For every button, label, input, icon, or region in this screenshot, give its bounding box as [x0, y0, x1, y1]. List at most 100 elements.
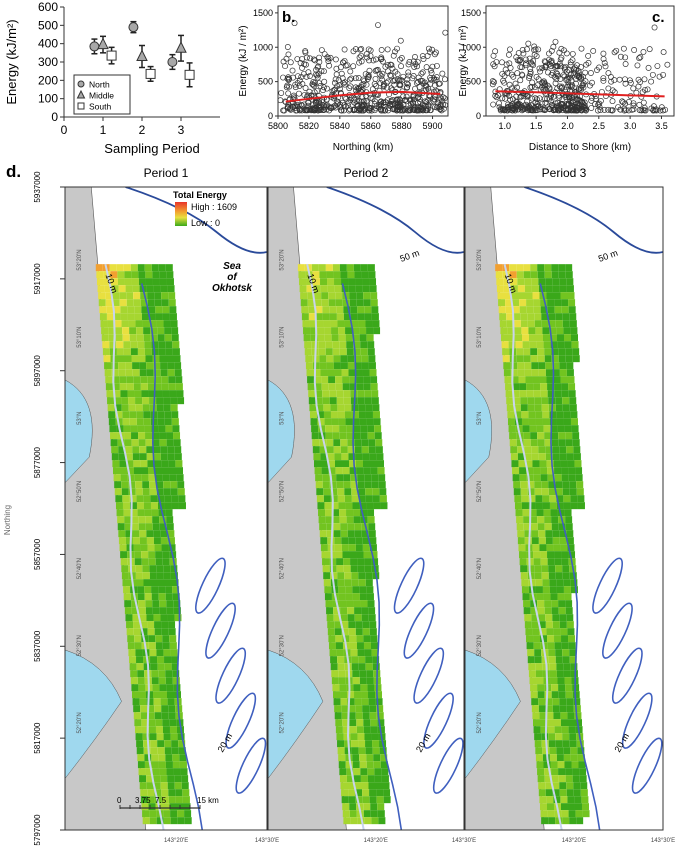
energy-cell — [554, 551, 562, 559]
energy-cell — [127, 306, 135, 314]
energy-cell — [134, 313, 142, 321]
energy-cell — [145, 607, 153, 615]
energy-cell — [506, 320, 514, 328]
energy-cell — [569, 817, 577, 825]
energy-cell — [347, 271, 355, 279]
data-point — [318, 67, 325, 74]
energy-cell — [326, 614, 334, 622]
energy-cell — [137, 264, 145, 272]
energy-cell — [373, 327, 381, 335]
energy-cell — [147, 628, 155, 636]
energy-cell — [567, 628, 575, 636]
energy-cell — [516, 355, 524, 363]
energy-cell — [554, 474, 562, 482]
energy-cell — [539, 712, 547, 720]
energy-cell — [337, 656, 345, 664]
energy-cell — [116, 341, 124, 349]
energy-cell — [363, 726, 371, 734]
energy-cell — [370, 299, 378, 307]
energy-cell — [339, 684, 347, 692]
contour-shore — [539, 283, 601, 830]
data-point — [393, 107, 400, 114]
energy-cell — [117, 278, 125, 286]
energy-cell — [348, 369, 356, 377]
data-point — [394, 71, 401, 78]
energy-cell — [148, 313, 156, 321]
energy-cell — [547, 299, 555, 307]
energy-cell — [559, 705, 567, 713]
energy-cell — [550, 677, 558, 685]
data-point — [520, 50, 527, 57]
energy-cell — [362, 369, 370, 377]
data-point — [600, 50, 607, 57]
energy-cell — [375, 698, 383, 706]
data-point — [316, 59, 323, 65]
energy-cell — [312, 362, 320, 370]
legend-south-icon — [77, 102, 85, 110]
energy-cell — [304, 341, 312, 349]
energy-cell — [134, 635, 142, 643]
energy-cell — [315, 481, 323, 489]
northing-tick-label: 5857000 — [33, 538, 42, 570]
energy-cell — [341, 278, 349, 286]
data-point — [405, 81, 412, 88]
data-point — [338, 70, 345, 77]
data-point — [496, 100, 502, 107]
energy-cell — [510, 278, 518, 286]
energy-cell — [135, 488, 143, 496]
energy-cell — [359, 418, 367, 426]
energy-cell — [136, 740, 144, 748]
energy-cell — [134, 390, 142, 398]
energy-cell — [96, 278, 104, 286]
energy-cell — [546, 460, 554, 468]
energy-cell — [501, 341, 509, 349]
northing-axis-title: Northing — [3, 505, 12, 535]
energy-cell — [131, 271, 139, 279]
map-frame — [267, 186, 465, 831]
data-point — [575, 67, 582, 74]
energy-cell — [568, 390, 576, 398]
energy-cell — [556, 411, 564, 419]
energy-cell — [146, 369, 154, 377]
data-point — [352, 75, 359, 82]
energy-cell — [334, 705, 342, 713]
energy-cell — [115, 495, 123, 503]
energy-cell — [533, 551, 541, 559]
energy-cell — [353, 425, 361, 433]
energy-cell — [170, 817, 178, 825]
energy-cell — [550, 425, 558, 433]
energy-cell — [364, 481, 372, 489]
energy-cell — [579, 775, 587, 783]
contour-10m — [503, 263, 563, 830]
data-point — [594, 67, 600, 74]
energy-cell — [566, 789, 574, 797]
energy-cell — [377, 719, 385, 727]
data-point — [375, 22, 381, 28]
data-point — [320, 84, 327, 91]
energy-cell — [127, 642, 135, 650]
energy-cell — [141, 390, 149, 398]
energy-cell — [332, 264, 340, 272]
energy-cell — [549, 586, 557, 594]
data-point — [351, 99, 358, 106]
data-point — [412, 61, 419, 68]
energy-cell — [541, 397, 549, 405]
energy-cell — [507, 334, 515, 342]
energy-cell — [169, 474, 177, 482]
energy-cell — [325, 264, 333, 272]
energy-cell — [314, 383, 322, 391]
energy-cell — [113, 474, 121, 482]
energy-cell — [133, 383, 141, 391]
energy-cell — [145, 768, 153, 776]
energy-cell — [344, 320, 352, 328]
energy-cell — [569, 740, 577, 748]
energy-cell — [168, 796, 176, 804]
energy-cell — [174, 369, 182, 377]
energy-cell — [566, 621, 574, 629]
data-point — [578, 45, 585, 52]
energy-cell — [156, 404, 164, 412]
data-point — [306, 73, 313, 79]
energy-cell — [506, 397, 514, 405]
energy-cell — [144, 761, 152, 769]
energy-cell — [138, 355, 146, 363]
